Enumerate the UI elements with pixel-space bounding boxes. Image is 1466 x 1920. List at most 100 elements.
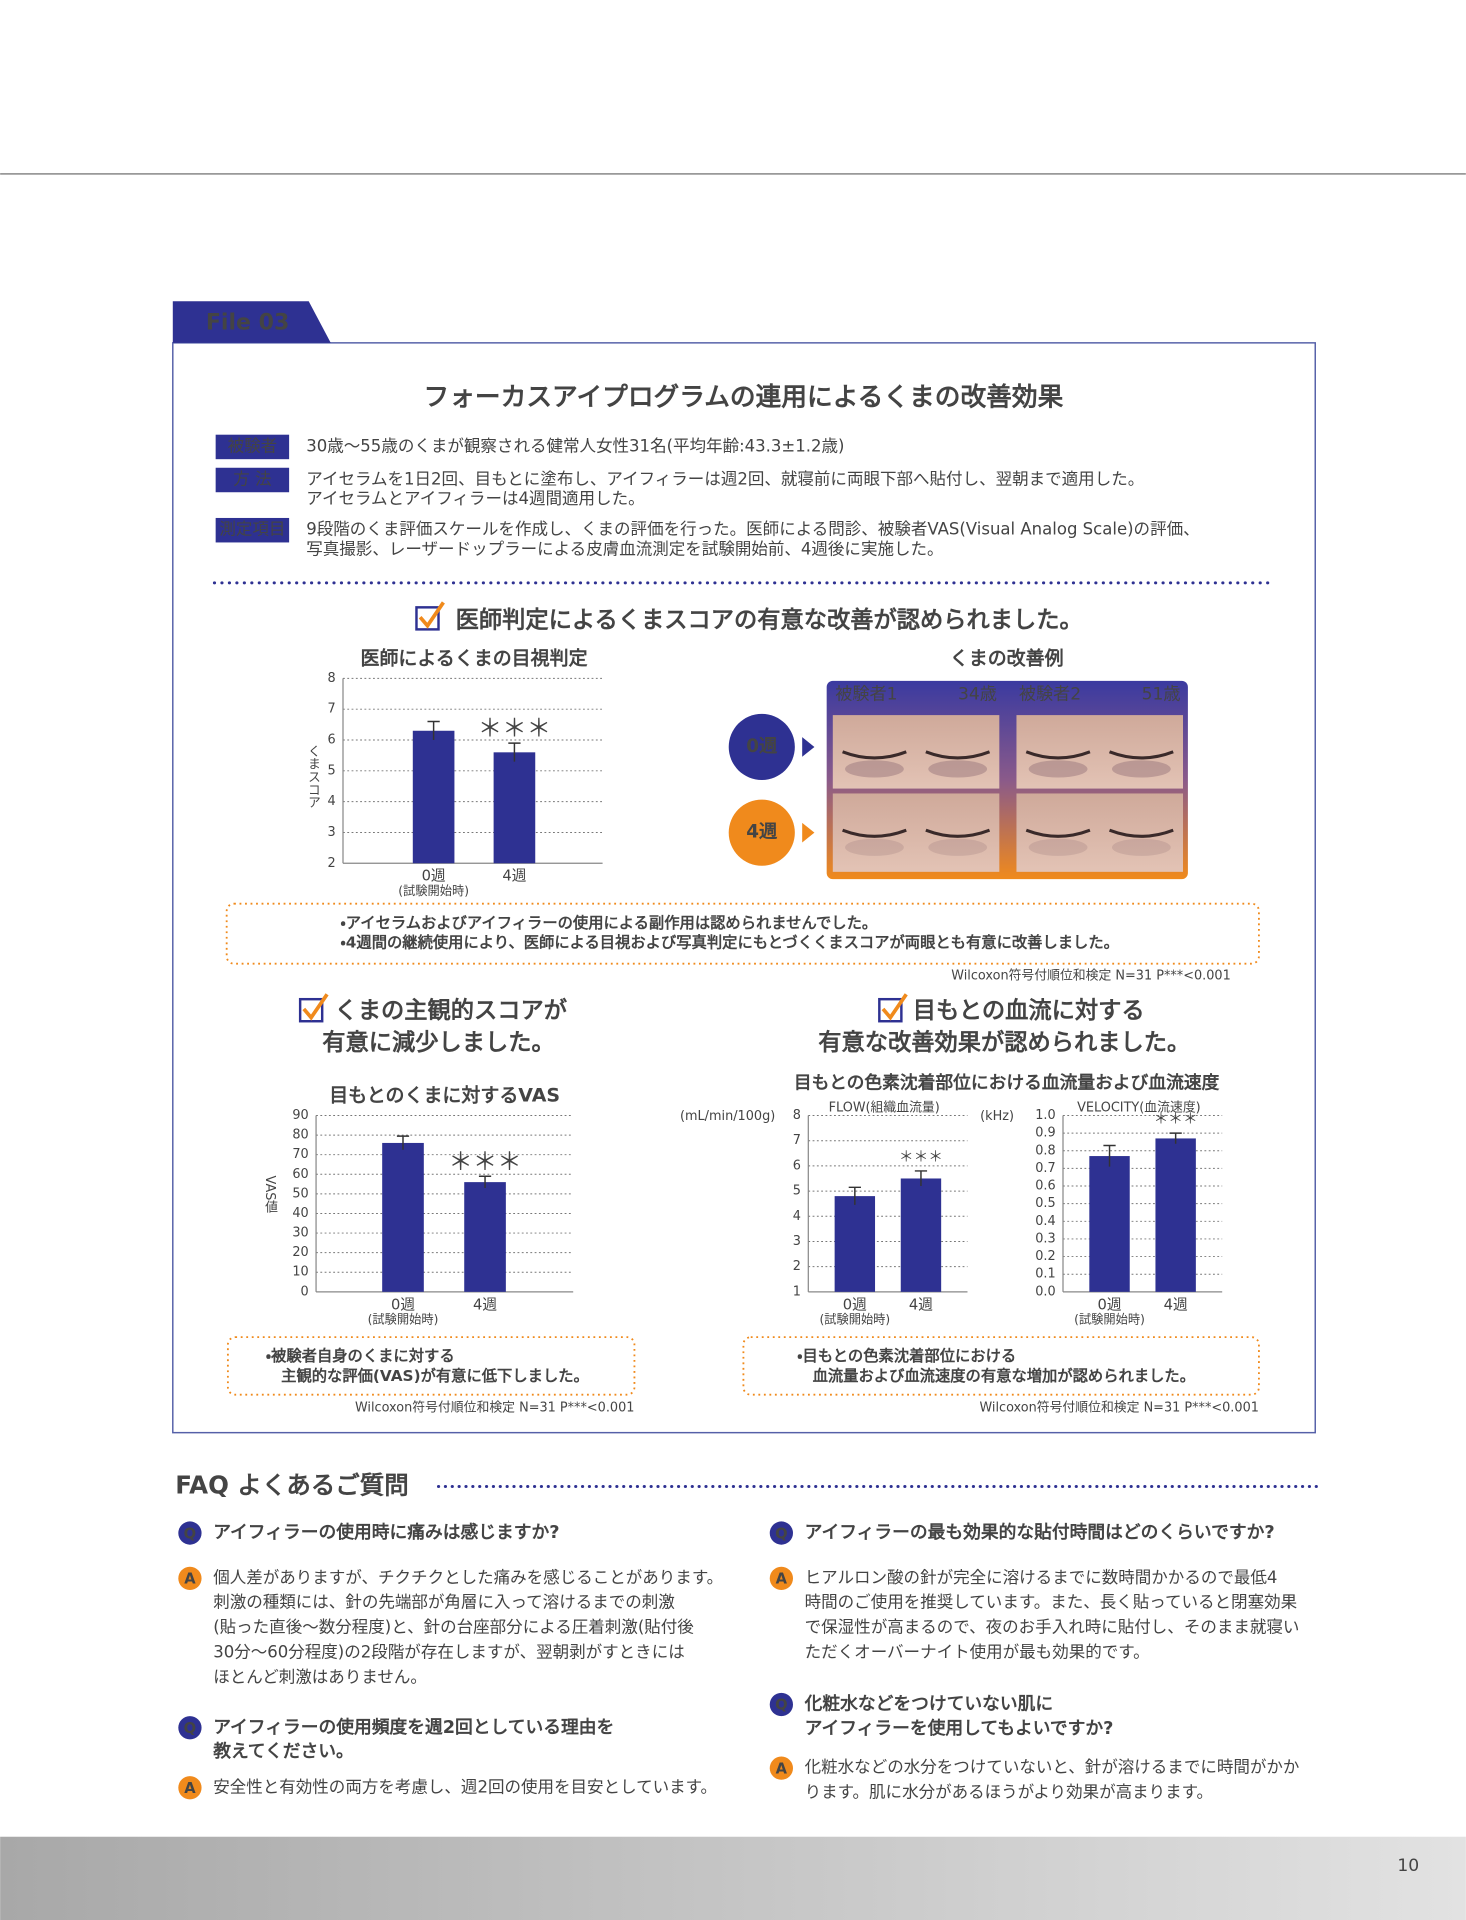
note-text: 主観的な評価(VAS)が有意に低下しました。	[266, 1367, 589, 1385]
dark-circle	[1111, 838, 1171, 856]
week-badge	[728, 713, 795, 780]
note-text: ・被験者自身のくまに対する	[266, 1347, 455, 1365]
y-tick-label: 0.8	[1035, 1143, 1055, 1158]
y-tick-label: 10	[292, 1265, 308, 1280]
study-text: 写真撮影、レーザードップラーによる皮膚血流測定を試験開始前、4週後に実施した。	[306, 539, 943, 558]
a-badge	[769, 1566, 793, 1590]
x-tick-label: 4週	[502, 868, 526, 885]
y-tick-label: 6	[793, 1158, 801, 1173]
file-box	[172, 342, 1316, 1434]
bar	[1089, 1156, 1130, 1292]
error-bar	[508, 742, 521, 762]
section-title: フォーカスアイプログラムの連用によるくまの改善効果	[424, 381, 1064, 412]
finding-heading: くまの主観的スコアが	[334, 997, 567, 1024]
q-mark: Q	[184, 1720, 197, 1737]
eye	[1108, 750, 1174, 760]
dark-circle	[1028, 838, 1088, 856]
eye	[925, 750, 991, 760]
finding-heading: 有意に減少しました。	[322, 1029, 555, 1056]
faq-title: FAQ よくあるご質問	[175, 1471, 408, 1500]
significance: ＊＊＊	[1154, 1111, 1198, 1128]
faq-answer: ヒアルロン酸の針が完全に溶けるまでに数時間かかるので最低4	[805, 1568, 1278, 1587]
check-box	[298, 997, 324, 1023]
faq-question: アイフィラーを使用してもよいですか?	[805, 1718, 1114, 1739]
faq-question: アイフィラーの最も効果的な貼付時間はどのくらいですか?	[805, 1521, 1275, 1543]
y-tick-label: 6	[327, 733, 335, 748]
page-number: 10	[1397, 1856, 1419, 1876]
subject-age: 51歳	[1142, 684, 1181, 704]
faq-answer: ただくオーバーナイト使用が最も効果的です。	[805, 1642, 1150, 1661]
faq-answer: 個人差がありますが、チクチクとした痛みを感じることがあります。	[213, 1568, 723, 1587]
arrow	[802, 737, 815, 757]
stat-text: Wilcoxon符号付順位和検定 N=31 P***<0.001	[951, 967, 1230, 983]
chart-subtitle: FLOW(組織血流量)	[829, 1101, 940, 1116]
y-tick-label: 0.2	[1035, 1249, 1055, 1264]
dark-circle	[928, 760, 988, 778]
y-tick-label: 40	[292, 1206, 308, 1221]
label-box	[215, 517, 290, 543]
q-mark: Q	[775, 1525, 788, 1542]
y-tick-label: 0	[301, 1284, 309, 1299]
y-tick-label: 30	[292, 1226, 308, 1241]
bar	[412, 730, 455, 864]
q-badge	[769, 1692, 793, 1717]
y-tick-label: 5	[327, 763, 335, 778]
eye	[842, 828, 907, 838]
faq-question: 化粧水などをつけていない肌に	[804, 1692, 1054, 1714]
faq-answer: 30分〜60分程度)の2段階が存在しますが、翌朝剥がすときには	[213, 1642, 685, 1661]
study-label: 測定項目	[219, 520, 285, 539]
subject-name: 被験者2	[1019, 684, 1081, 704]
y-tick-label: 4	[793, 1209, 801, 1224]
study-text: アイセラムとアイフィラーは4週間適用した。	[306, 489, 644, 508]
study-label: 方 法	[233, 470, 271, 489]
note-box	[225, 902, 1260, 965]
photo	[832, 715, 1000, 789]
y-tick-label: 0.3	[1035, 1231, 1055, 1246]
faq-answer: ります。肌に水分があるほうがより効果が高まります。	[805, 1783, 1213, 1802]
subject-name: 被験者1	[835, 684, 897, 704]
y-tick-label: 80	[292, 1128, 308, 1143]
week-badge	[728, 799, 795, 866]
x-tick-label: 0週	[422, 868, 446, 885]
check-mark	[881, 993, 908, 1021]
stat-text: Wilcoxon符号付順位和検定 N=31 P***<0.001	[979, 1400, 1258, 1416]
y-tick-label: 0.9	[1035, 1126, 1055, 1141]
error-bar	[478, 1175, 492, 1188]
y-tick-label: 3	[793, 1234, 801, 1249]
note-text: ・4週間の継続使用により、医師による目視および写真判定にもとづくくまスコアが両眼…	[341, 933, 1119, 951]
bar	[1155, 1138, 1196, 1292]
week-label: 4週	[746, 822, 778, 843]
y-tick-label: 7	[793, 1133, 801, 1148]
y-tick-label: 0.0	[1035, 1284, 1055, 1299]
error-bar	[848, 1186, 861, 1205]
stat-text: Wilcoxon符号付順位和検定 N=31 P***<0.001	[355, 1400, 634, 1416]
y-tick-label: 8	[793, 1108, 801, 1123]
error-bar	[396, 1135, 410, 1150]
a-mark: A	[184, 1571, 196, 1588]
label-box	[215, 467, 290, 493]
dark-circle	[845, 760, 904, 778]
faq-question: アイフィラーの使用時に痛みは感じますか?	[213, 1521, 559, 1543]
bar	[900, 1178, 942, 1292]
x-tick-label: 0週	[391, 1296, 415, 1313]
x-tick-label: 0週	[1098, 1296, 1122, 1313]
photo-title: くまの改善例	[950, 646, 1064, 669]
eye	[1108, 828, 1174, 838]
check-mark	[418, 601, 445, 629]
y-label: VAS値	[262, 1176, 277, 1214]
check-box	[415, 606, 440, 631]
photo	[1016, 715, 1183, 789]
note-box	[742, 1336, 1260, 1396]
faq-answer: (貼った直後〜数分程度)と、針の台座部分による圧着刺激(貼付後	[213, 1618, 694, 1637]
check-box	[878, 997, 903, 1023]
faq-question: アイフィラーの使用頻度を週2回としている理由を	[213, 1716, 614, 1738]
y-tick-label: 0.1	[1035, 1267, 1055, 1282]
finding-heading: 目もとの血流に対する	[913, 997, 1145, 1024]
y-tick-label: 0.6	[1035, 1179, 1055, 1194]
eye	[925, 828, 991, 838]
chart-subtitle: VELOCITY(血流速度)	[1077, 1100, 1201, 1116]
a-mark: A	[776, 1760, 788, 1777]
chart-title: 目もとの色素沈着部位における血流量および血流速度	[794, 1072, 1220, 1094]
error-bar	[1103, 1144, 1116, 1167]
dark-circle	[1028, 760, 1088, 778]
